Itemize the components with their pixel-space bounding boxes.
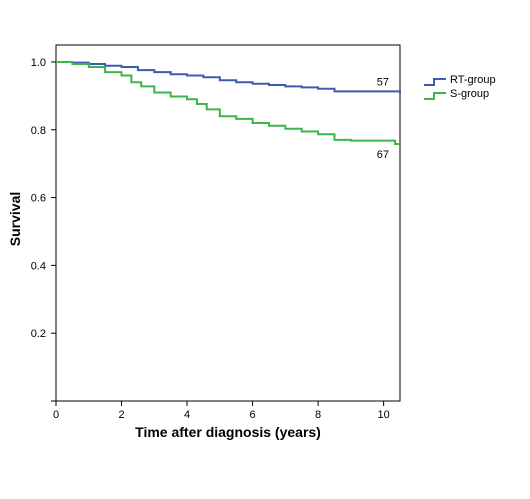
y-tick-label: 1.0 — [31, 57, 46, 69]
x-tick-label: 2 — [118, 409, 124, 421]
legend-label: S-group — [450, 88, 489, 100]
series-line-s-group — [56, 61, 400, 145]
legend-swatch — [424, 92, 446, 100]
x-axis-title: Time after diagnosis (years) — [135, 424, 321, 440]
legend-swatch — [424, 78, 446, 86]
y-tick-label: 0.8 — [31, 125, 46, 137]
y-tick-label: 0.4 — [31, 260, 46, 272]
plot-frame — [55, 44, 401, 402]
y-tick-label: 0.2 — [31, 328, 46, 340]
axes: 0 2 4 6 8 10 0.2 0.4 0.6 0.8 1.0 — [31, 57, 390, 421]
y-tick-label: 0.6 — [31, 193, 46, 205]
end-label-rt-group: 57 — [377, 76, 389, 88]
x-tick-label: 10 — [377, 409, 389, 421]
x-tick-label: 8 — [315, 409, 321, 421]
end-label-s-group: 67 — [377, 149, 389, 161]
series-lines — [56, 61, 401, 145]
y-axis-title: Survival — [7, 192, 23, 246]
series-line-rt-group — [56, 61, 401, 94]
legend: RT-group S-group — [424, 74, 496, 100]
x-tick-label: 0 — [53, 409, 59, 421]
x-tick-label: 6 — [250, 409, 256, 421]
legend-label: RT-group — [450, 74, 496, 86]
end-labels: 57 67 — [377, 76, 389, 161]
x-tick-label: 4 — [184, 409, 190, 421]
